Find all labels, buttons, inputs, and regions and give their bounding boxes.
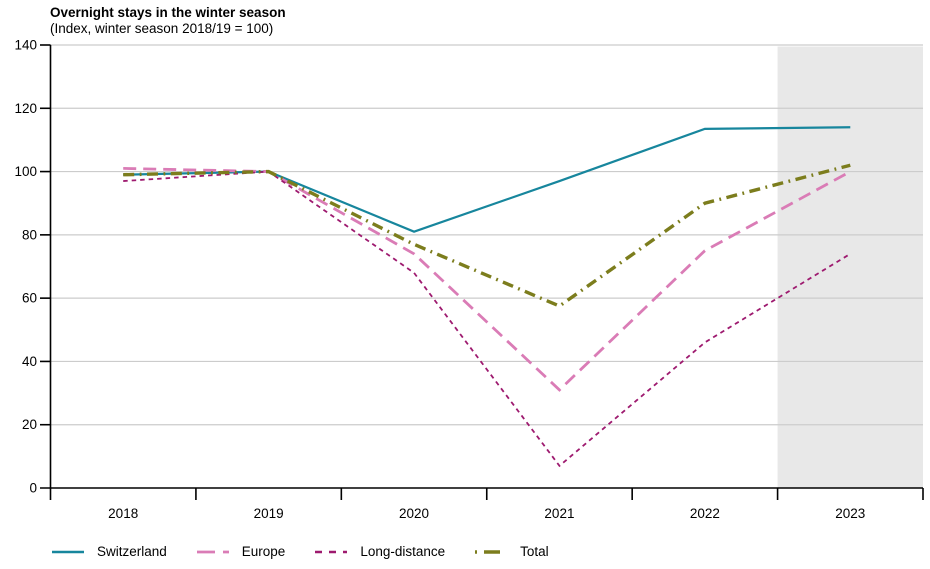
legend-swatch-total [475, 549, 508, 554]
legend-item-europe: Europe [196, 544, 286, 559]
legend-label-europe: Europe [241, 544, 286, 559]
x-tick-label-2023: 2023 [835, 506, 865, 521]
x-tick-label-2018: 2018 [108, 506, 138, 521]
series-line-switzerland [123, 126, 851, 233]
x-tick-label-2021: 2021 [544, 506, 574, 521]
legend-item-total: Total [475, 544, 549, 559]
y-tick-label-140: 140 [14, 38, 37, 53]
series-line-europe [123, 167, 851, 392]
chart-legend: Switzerland Europe Long-distance Total [52, 544, 579, 559]
chart-title: Overnight stays in the winter season [50, 5, 286, 20]
forecast-band [777, 46, 923, 488]
title-block: Overnight stays in the winter season (In… [50, 5, 286, 37]
series-line-total [123, 163, 851, 308]
legend-swatch-switzerland [52, 550, 84, 553]
axis-layer [40, 44, 924, 500]
y-tick-label-100: 100 [14, 164, 37, 179]
legend-label-switzerland: Switzerland [97, 544, 167, 559]
x-tick-label-2020: 2020 [399, 506, 429, 521]
line-chart: 0 20 40 60 80 100 120 140 2018 2019 2020 2021 2022 20… [14, 38, 924, 522]
x-tick-label-2019: 2019 [254, 506, 284, 521]
y-tick-label-120: 120 [14, 101, 37, 116]
forecast-band-layer [777, 46, 923, 488]
y-tick-label-0: 0 [29, 481, 37, 496]
legend-swatch-europe [196, 550, 229, 553]
chart-subtitle: (Index, winter season 2018/19 = 100) [50, 21, 274, 36]
legend-label-total: Total [520, 544, 549, 559]
gridline-layer [50, 44, 923, 426]
legend-swatch-long-distance [315, 550, 348, 553]
x-tick-label-2022: 2022 [690, 506, 720, 521]
series-line-long-distance [123, 170, 851, 468]
y-tick-label-60: 60 [22, 291, 37, 306]
legend-item-long-distance: Long-distance [315, 544, 445, 559]
series-layer [123, 126, 851, 468]
legend-item-switzerland: Switzerland [52, 544, 167, 559]
axis-label-layer: 0 20 40 60 80 100 120 140 2018 2019 2020 2021 2022 20… [14, 38, 865, 522]
y-tick-label-20: 20 [22, 417, 37, 432]
legend-label-long-distance: Long-distance [360, 544, 446, 559]
y-tick-label-40: 40 [22, 354, 37, 369]
y-tick-label-80: 80 [22, 227, 37, 242]
